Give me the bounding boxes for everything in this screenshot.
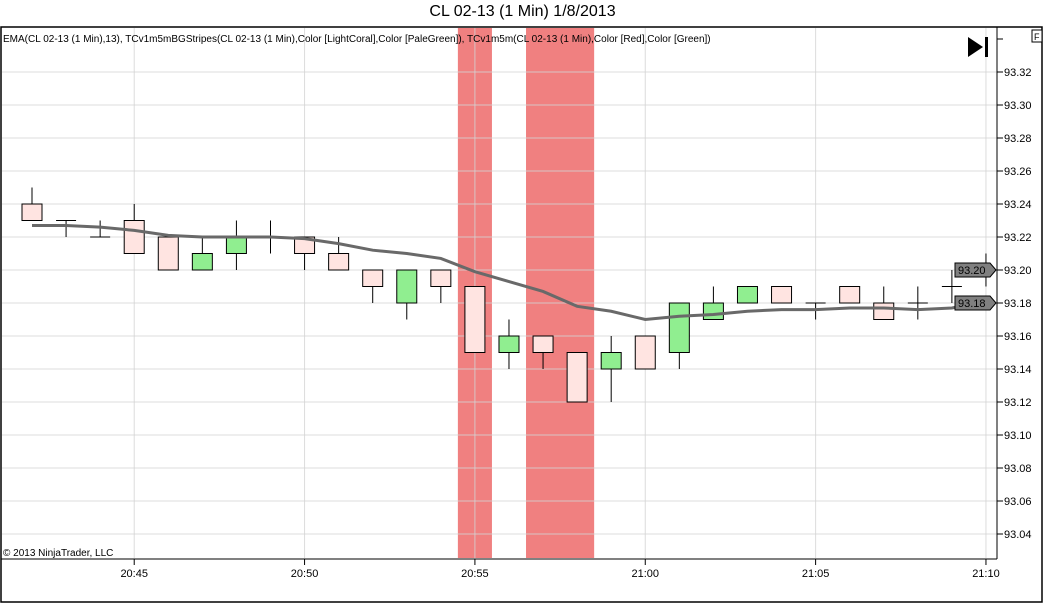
y-tick-label: 93.28 [1004,133,1032,145]
candle-body [839,286,861,304]
candle-body [225,236,247,254]
y-tick-label: 93.12 [1004,397,1032,409]
candle-body [566,352,588,403]
candle-body [430,269,452,287]
y-tick-label: 93.10 [1004,430,1032,442]
candle-body [771,286,793,304]
candle-body [396,269,418,304]
candle-body [157,236,179,271]
candle-body [600,352,622,370]
ema-line [32,223,987,322]
candle-body [328,253,350,271]
y-tick-label: 93.04 [1004,529,1032,541]
indicator-label: EMA(CL 02-13 (1 Min),13), TCv1m5mBGStrip… [3,34,711,45]
copyright-text: © 2013 NinjaTrader, LLC [3,548,113,559]
candle-body [634,335,656,370]
x-tick-label: 21:00 [631,568,659,580]
y-tick-label: 93.20 [1004,265,1032,277]
candle-body [21,203,43,221]
price-marker-label: 93.20 [958,265,986,277]
candle-body [498,335,520,353]
candle-body [702,302,724,320]
y-tick-label: 93.26 [1004,166,1032,178]
candle-body [362,269,384,287]
svg-text:F: F [1034,32,1040,42]
y-tick-label: 93.16 [1004,331,1032,343]
x-tick-label: 20:55 [461,568,489,580]
y-tick-label: 93.24 [1004,199,1032,211]
candle-body [294,236,316,254]
background-stripe [526,28,595,558]
price-marker [954,295,997,311]
price-marker-label: 93.18 [958,298,986,310]
end-bar-icon [985,37,988,57]
candle-body [123,220,145,254]
candle-body [532,335,554,353]
candle-body [873,302,895,320]
x-tick-label: 21:10 [972,568,1000,580]
f-button[interactable]: F [1031,29,1043,43]
chart-frame [0,26,1043,603]
y-tick-label: 93.08 [1004,463,1032,475]
y-tick-label: 93.18 [1004,298,1032,310]
candle-body [191,253,213,271]
x-tick-label: 20:45 [120,568,148,580]
y-tick-label: 93.32 [1004,67,1032,79]
candle-body [668,302,690,353]
y-tick-label: 93.14 [1004,364,1032,376]
scroll-to-end-button[interactable] [968,37,988,57]
play-end-icon [968,37,983,57]
y-tick-label: 93.30 [1004,100,1032,112]
y-tick-label: 93.06 [1004,496,1032,508]
x-tick-label: 21:05 [802,568,830,580]
candle-body [464,286,486,353]
candle-body [736,286,758,304]
x-tick-label: 20:50 [291,568,319,580]
price-marker [954,262,997,278]
chart-title: CL 02-13 (1 Min) 1/8/2013 [429,3,616,20]
y-tick-label: 93.22 [1004,232,1032,244]
